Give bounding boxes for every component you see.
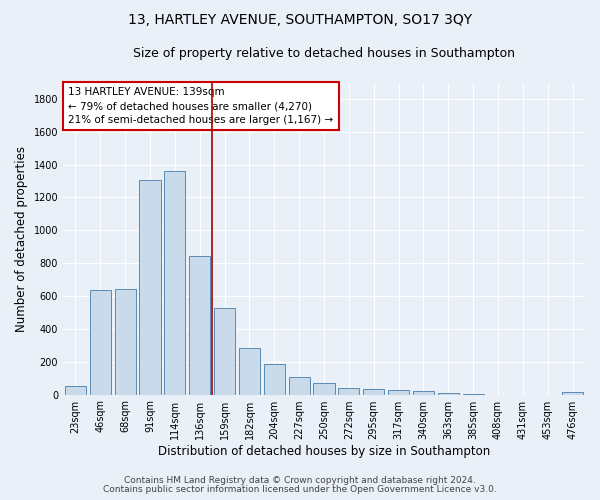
- Bar: [363, 388, 384, 394]
- Text: 13 HARTLEY AVENUE: 139sqm
← 79% of detached houses are smaller (4,270)
21% of se: 13 HARTLEY AVENUE: 139sqm ← 79% of detac…: [68, 87, 334, 125]
- Title: Size of property relative to detached houses in Southampton: Size of property relative to detached ho…: [133, 48, 515, 60]
- Bar: [115, 290, 136, 395]
- Bar: [90, 290, 111, 395]
- Bar: [388, 390, 409, 394]
- Bar: [264, 364, 285, 394]
- Bar: [139, 180, 161, 394]
- Bar: [289, 376, 310, 394]
- Text: 13, HARTLEY AVENUE, SOUTHAMPTON, SO17 3QY: 13, HARTLEY AVENUE, SOUTHAMPTON, SO17 3Q…: [128, 12, 472, 26]
- Bar: [214, 308, 235, 394]
- Bar: [338, 388, 359, 394]
- Bar: [562, 392, 583, 394]
- Text: Contains HM Land Registry data © Crown copyright and database right 2024.: Contains HM Land Registry data © Crown c…: [124, 476, 476, 485]
- Y-axis label: Number of detached properties: Number of detached properties: [15, 146, 28, 332]
- Bar: [313, 383, 335, 394]
- Bar: [239, 348, 260, 395]
- Bar: [164, 171, 185, 394]
- Text: Contains public sector information licensed under the Open Government Licence v3: Contains public sector information licen…: [103, 485, 497, 494]
- Bar: [189, 256, 211, 394]
- Bar: [413, 392, 434, 394]
- X-axis label: Distribution of detached houses by size in Southampton: Distribution of detached houses by size …: [158, 444, 490, 458]
- Bar: [65, 386, 86, 394]
